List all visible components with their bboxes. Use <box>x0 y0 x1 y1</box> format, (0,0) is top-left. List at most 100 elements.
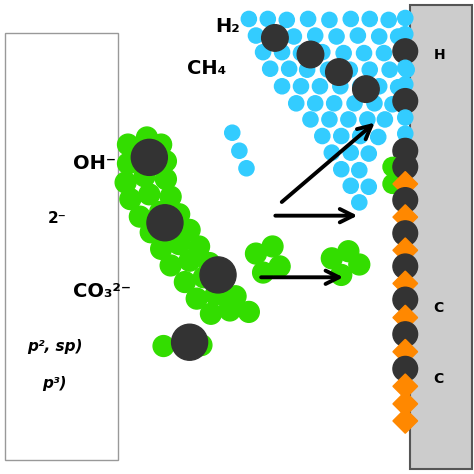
Circle shape <box>193 267 214 288</box>
Circle shape <box>393 221 418 246</box>
Circle shape <box>362 62 377 77</box>
Circle shape <box>262 25 288 51</box>
Circle shape <box>398 60 413 75</box>
Circle shape <box>352 195 367 210</box>
Circle shape <box>253 262 273 283</box>
Circle shape <box>353 128 368 144</box>
Circle shape <box>353 79 368 94</box>
Circle shape <box>225 125 240 140</box>
Circle shape <box>362 11 377 27</box>
Circle shape <box>239 161 254 176</box>
Circle shape <box>398 27 413 42</box>
Circle shape <box>308 28 323 43</box>
Circle shape <box>150 201 171 222</box>
Circle shape <box>352 163 367 178</box>
Circle shape <box>255 45 271 60</box>
Circle shape <box>300 62 315 77</box>
Circle shape <box>155 151 176 172</box>
Circle shape <box>263 61 278 76</box>
Circle shape <box>212 269 233 290</box>
Circle shape <box>174 272 195 292</box>
Circle shape <box>232 143 247 158</box>
Circle shape <box>356 46 372 61</box>
Circle shape <box>360 112 375 127</box>
Circle shape <box>293 79 309 94</box>
Circle shape <box>322 112 337 127</box>
Circle shape <box>333 79 348 94</box>
Circle shape <box>393 254 418 279</box>
Circle shape <box>349 254 370 275</box>
Circle shape <box>160 186 181 207</box>
Circle shape <box>343 11 358 27</box>
Circle shape <box>118 153 138 174</box>
Circle shape <box>324 145 339 160</box>
Circle shape <box>393 138 418 163</box>
Circle shape <box>147 205 183 241</box>
Polygon shape <box>393 205 418 229</box>
Circle shape <box>172 332 193 353</box>
Bar <box>5 33 118 460</box>
Circle shape <box>334 162 349 177</box>
Circle shape <box>274 79 290 94</box>
Text: C: C <box>434 372 444 386</box>
Circle shape <box>343 178 358 193</box>
Circle shape <box>395 46 410 61</box>
Circle shape <box>186 288 207 309</box>
Circle shape <box>343 145 358 160</box>
Circle shape <box>269 256 290 277</box>
Circle shape <box>398 126 413 141</box>
Circle shape <box>347 96 362 111</box>
Circle shape <box>293 46 309 61</box>
Circle shape <box>155 169 176 190</box>
Circle shape <box>393 287 418 312</box>
Circle shape <box>399 62 414 77</box>
Circle shape <box>338 241 359 262</box>
Polygon shape <box>393 238 418 263</box>
Circle shape <box>169 204 190 225</box>
Circle shape <box>139 184 160 205</box>
Circle shape <box>315 128 330 144</box>
Circle shape <box>246 243 266 264</box>
Circle shape <box>225 286 246 307</box>
Circle shape <box>200 257 236 293</box>
Circle shape <box>219 300 240 321</box>
Circle shape <box>159 217 180 238</box>
Circle shape <box>115 172 136 193</box>
Circle shape <box>341 112 356 127</box>
Circle shape <box>371 129 386 145</box>
Circle shape <box>321 248 342 269</box>
Circle shape <box>241 11 256 27</box>
Circle shape <box>191 335 212 356</box>
Polygon shape <box>393 374 418 399</box>
Circle shape <box>393 155 418 179</box>
Circle shape <box>179 219 200 240</box>
Text: CH₄: CH₄ <box>187 59 227 78</box>
Circle shape <box>289 96 304 111</box>
Circle shape <box>382 62 397 77</box>
Polygon shape <box>393 172 418 196</box>
Circle shape <box>199 253 220 273</box>
Bar <box>410 5 472 469</box>
Circle shape <box>336 46 351 61</box>
Circle shape <box>367 96 382 111</box>
Circle shape <box>282 61 297 76</box>
Circle shape <box>391 29 406 44</box>
Circle shape <box>134 166 155 187</box>
Circle shape <box>120 189 141 210</box>
Text: 2⁻: 2⁻ <box>47 210 66 226</box>
Polygon shape <box>393 339 418 364</box>
Circle shape <box>381 12 396 27</box>
Polygon shape <box>393 305 418 330</box>
Circle shape <box>398 110 413 125</box>
Circle shape <box>334 128 349 144</box>
Circle shape <box>322 12 337 27</box>
Circle shape <box>189 236 210 257</box>
Circle shape <box>267 28 283 43</box>
Circle shape <box>383 157 402 176</box>
Circle shape <box>393 39 418 64</box>
Circle shape <box>248 28 264 43</box>
Circle shape <box>385 97 400 112</box>
Circle shape <box>286 29 301 44</box>
Circle shape <box>160 255 181 276</box>
Text: CO₃²⁻: CO₃²⁻ <box>73 282 131 301</box>
